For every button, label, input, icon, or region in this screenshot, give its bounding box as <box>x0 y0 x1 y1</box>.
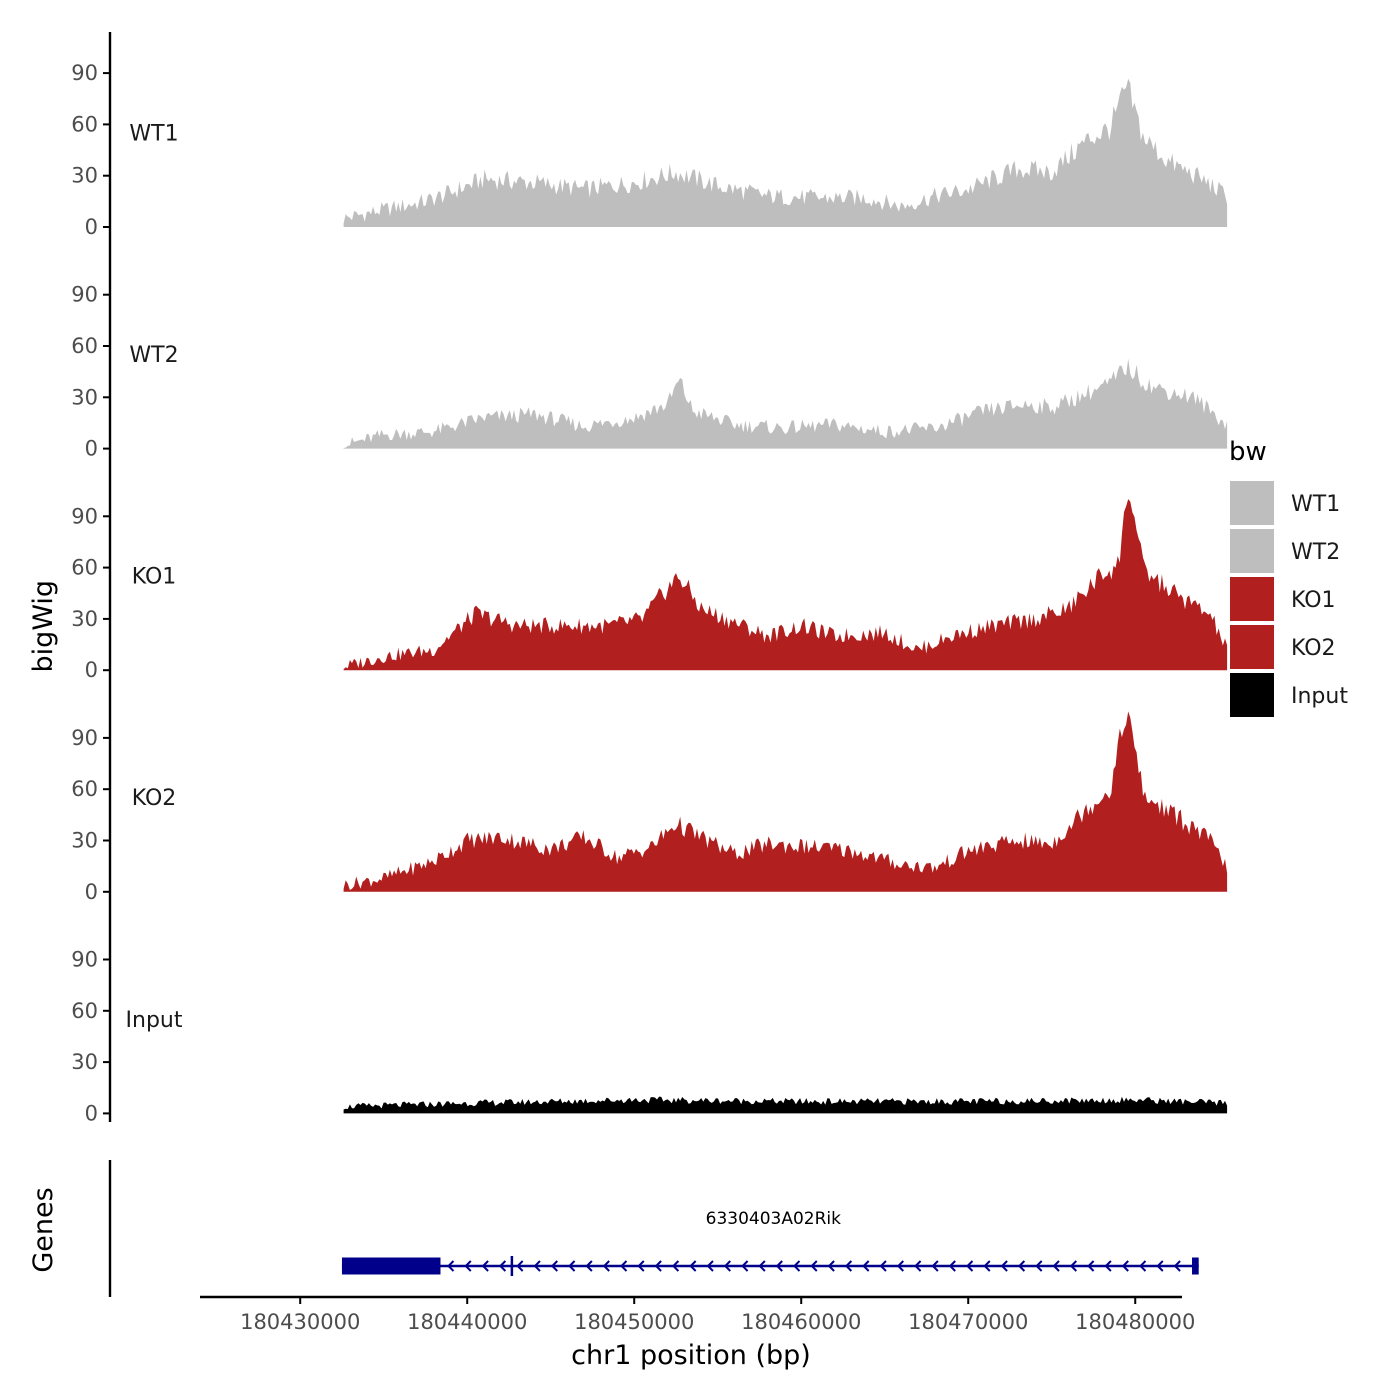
legend-key-input <box>1228 671 1276 719</box>
y-tick-label-ko1-90: 90 <box>71 504 98 528</box>
gene-strand-arrow <box>481 1260 489 1272</box>
gene-strand-arrow <box>706 1260 714 1272</box>
y-tick-label-wt2-90: 90 <box>71 283 98 307</box>
gene-strand-arrow <box>879 1260 887 1272</box>
gene-strand-arrow <box>827 1260 835 1272</box>
gene-strand-arrow <box>1000 1260 1008 1272</box>
gene-strand-arrow <box>602 1260 610 1272</box>
gene-strand-arrow <box>1052 1260 1060 1272</box>
gene-strand-arrow <box>1017 1260 1026 1272</box>
coverage-area-input <box>343 1096 1228 1114</box>
y-tick-label-input-30: 30 <box>71 1050 98 1074</box>
legend-label-ko2: KO2 <box>1291 636 1336 661</box>
legend-label-ko1: KO1 <box>1291 588 1336 613</box>
legend-label-wt2: WT2 <box>1291 540 1340 565</box>
coverage-area-wt2 <box>343 358 1228 449</box>
x-axis-title: chr1 position (bp) <box>571 1340 811 1371</box>
y-tick-label-input-90: 90 <box>71 948 98 972</box>
track-label-ko1: KO1 <box>132 565 177 590</box>
gene-strand-arrow <box>862 1260 870 1272</box>
gene-strand-arrow <box>637 1260 645 1272</box>
gene-strand-arrow <box>671 1260 680 1272</box>
y-tick-label-ko2-0: 0 <box>85 880 98 904</box>
gene-strand-arrow <box>498 1260 507 1272</box>
x-tick-label-180470000: 180470000 <box>908 1310 1028 1334</box>
gene-exon-2 <box>510 1256 514 1276</box>
x-tick-label-180480000: 180480000 <box>1075 1310 1195 1334</box>
gene-strand-arrow <box>1069 1260 1077 1272</box>
gene-strand-arrow <box>568 1260 576 1272</box>
y-tick-label-ko2-60: 60 <box>71 777 98 801</box>
gene-strand-arrow <box>689 1260 697 1272</box>
gene-strand-arrow <box>723 1260 731 1272</box>
y-tick-label-ko1-60: 60 <box>71 556 98 580</box>
gene-strand-arrow <box>550 1260 558 1272</box>
gene-strand-arrow <box>620 1260 628 1272</box>
legend-key-ko1 <box>1228 575 1276 623</box>
legend-label-wt1: WT1 <box>1291 492 1340 517</box>
legend-title: bw <box>1229 437 1267 467</box>
y-tick-label-input-0: 0 <box>85 1101 98 1125</box>
track-label-input: Input <box>126 1008 183 1033</box>
track-label-wt1: WT1 <box>129 121 178 146</box>
gene-exon-3 <box>1192 1257 1199 1275</box>
gene-strand-arrow <box>1104 1260 1112 1272</box>
y-tick-label-ko1-0: 0 <box>85 658 98 682</box>
gene-strand-arrow <box>464 1260 472 1272</box>
gene-strand-arrow <box>844 1260 853 1272</box>
gene-strand-arrow <box>1087 1260 1095 1272</box>
y-tick-label-ko2-30: 30 <box>71 829 98 853</box>
x-tick-label-180430000: 180430000 <box>240 1310 360 1334</box>
y-tick-label-wt2-0: 0 <box>85 437 98 461</box>
track-label-ko2: KO2 <box>132 786 177 811</box>
gene-strand-arrow <box>1035 1260 1043 1272</box>
y-tick-label-wt1-0: 0 <box>85 215 98 239</box>
genes-axis-title: Genes <box>28 1187 59 1272</box>
gene-strand-arrow <box>983 1260 991 1272</box>
y-tick-label-wt1-60: 60 <box>71 112 98 136</box>
gene-strand-arrow <box>1121 1260 1129 1272</box>
gene-strand-arrow <box>948 1260 956 1272</box>
coverage-area-ko2 <box>343 711 1228 892</box>
y-tick-label-wt2-30: 30 <box>71 385 98 409</box>
gene-strand-arrow <box>516 1260 524 1272</box>
y-tick-label-input-60: 60 <box>71 999 98 1023</box>
legend-label-input: Input <box>1291 684 1348 709</box>
y-tick-label-wt1-30: 30 <box>71 164 98 188</box>
gene-strand-arrow <box>775 1260 783 1272</box>
legend-key-ko2 <box>1228 623 1276 671</box>
y-tick-label-wt1-90: 90 <box>71 61 98 85</box>
gene-strand-arrow <box>810 1260 818 1272</box>
gene-strand-arrow <box>896 1260 904 1272</box>
x-tick-label-180450000: 180450000 <box>574 1310 694 1334</box>
gene-strand-arrow <box>447 1260 455 1272</box>
legend-key-wt1 <box>1228 479 1276 527</box>
coverage-area-ko1 <box>343 499 1228 671</box>
y-tick-label-ko2-90: 90 <box>71 726 98 750</box>
gene-strand-arrow <box>585 1260 593 1272</box>
gene-strand-arrow <box>758 1260 766 1272</box>
gene-strand-arrow <box>1139 1260 1147 1272</box>
gene-strand-arrow <box>654 1260 662 1272</box>
y-axis-title: bigWig <box>28 580 59 673</box>
gene-strand-arrow <box>533 1260 541 1272</box>
y-tick-label-ko1-30: 30 <box>71 607 98 631</box>
legend-key-wt2 <box>1228 527 1276 575</box>
gene-strand-arrow <box>931 1260 939 1272</box>
gene-strand-arrow <box>1173 1260 1181 1272</box>
y-tick-label-wt2-60: 60 <box>71 334 98 358</box>
gene-strand-arrow <box>741 1260 749 1272</box>
x-tick-label-180460000: 180460000 <box>741 1310 861 1334</box>
gene-strand-arrow <box>793 1260 801 1272</box>
gene-name-label: 6330403A02Rik <box>706 1209 842 1229</box>
coverage-area-wt1 <box>343 78 1228 227</box>
x-tick-label-180440000: 180440000 <box>407 1310 527 1334</box>
track-label-wt2: WT2 <box>129 343 178 368</box>
gene-exon-1 <box>341 1257 441 1275</box>
gene-strand-arrow <box>1156 1260 1164 1272</box>
gene-strand-arrow <box>966 1260 974 1272</box>
gene-strand-arrow <box>914 1260 922 1272</box>
